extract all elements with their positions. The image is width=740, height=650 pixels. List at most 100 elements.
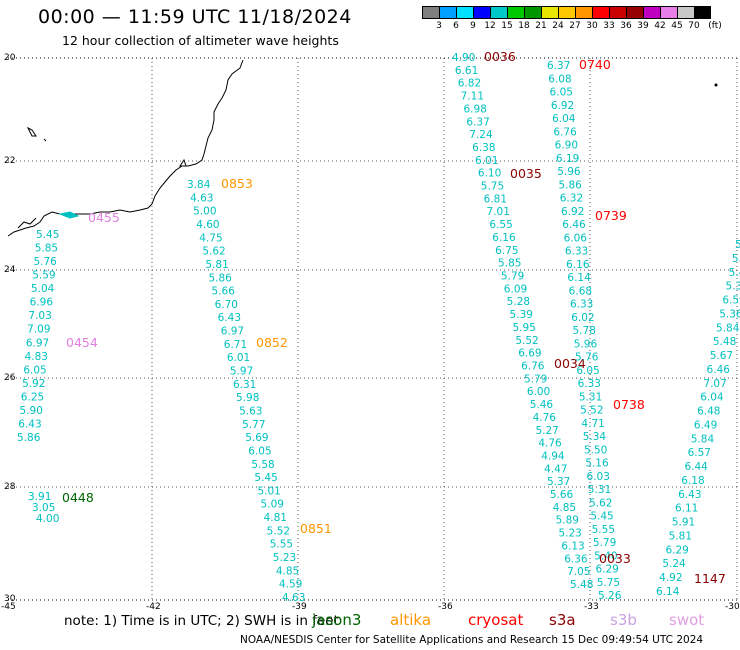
- wave-height-value: 6.75: [495, 245, 518, 257]
- wave-height-value: 6.19: [556, 153, 579, 165]
- lon-label-33: -33: [584, 602, 599, 612]
- pass-time-label: 1147: [694, 571, 726, 586]
- mission-cryosat: cryosat: [468, 611, 524, 629]
- wave-height-value: 5.45: [254, 472, 277, 484]
- pass-time-label: 0036: [484, 49, 516, 64]
- wave-height-value: 6.09: [504, 283, 527, 295]
- pass-time-label: 0454: [66, 335, 98, 350]
- lat-label-28: 28: [4, 482, 16, 492]
- wave-height-value: 6.43: [218, 312, 241, 324]
- color-swatch: [422, 6, 439, 19]
- wave-height-value: 4.59: [279, 579, 302, 591]
- wave-height-value: 6.57: [688, 447, 711, 459]
- wave-height-value: 5.37: [547, 476, 570, 488]
- color-legend-label: 6: [453, 21, 459, 31]
- wave-height-value: 6.16: [492, 232, 516, 244]
- wave-height-value: 6.05: [248, 445, 271, 457]
- color-swatch: [490, 6, 507, 19]
- color-legend-label: 15: [501, 21, 513, 31]
- wave-height-value: 5.62: [202, 246, 225, 258]
- wave-height-value: 5.78: [573, 325, 596, 337]
- wave-height-value: 6.11: [675, 503, 698, 515]
- wave-height-value: 5.45: [590, 511, 613, 523]
- color-swatch: [677, 6, 694, 19]
- lat-label-26: 26: [4, 373, 16, 383]
- wave-height-value: 6.76: [521, 360, 545, 372]
- wave-height-value: 4.76: [533, 412, 557, 424]
- lat-label-20: 20: [4, 53, 16, 63]
- wave-height-value: 5.86: [208, 272, 232, 284]
- wave-height-value: 4.63: [282, 592, 305, 604]
- wave-height-value: 6.14: [567, 272, 591, 284]
- wave-height-value: 5.85: [498, 258, 521, 270]
- wave-height-value: 6.13: [561, 540, 584, 552]
- wave-height-value: 5.75: [481, 181, 504, 193]
- wave-height-value: 6.18: [681, 475, 704, 487]
- color-swatch: [643, 6, 660, 19]
- wave-height-value: 6.03: [587, 471, 610, 483]
- pass-time-label: 0448: [62, 490, 94, 505]
- wave-height-value: 5.09: [261, 499, 284, 511]
- wave-height-value: 6.32: [560, 193, 583, 205]
- map-frame: [8, 57, 737, 601]
- wave-height-value: 5.81: [669, 530, 692, 542]
- wave-height-value: 4.85: [276, 565, 299, 577]
- wave-height-value: 4.83: [25, 351, 48, 363]
- wave-height-value: 6.70: [215, 299, 238, 311]
- lon-label-39: -39: [292, 602, 307, 612]
- note-text: note: 1) Time is in UTC; 2) SWH is in fe…: [64, 613, 339, 629]
- wave-height-value: 5.90: [20, 405, 43, 417]
- wave-height-value: 6.33: [565, 246, 588, 258]
- wave-height-value: 5.62: [589, 497, 612, 509]
- color-legend-label: 45: [671, 21, 683, 31]
- pass-time-label: 0034: [554, 356, 586, 371]
- wave-height-value: 4.85: [553, 502, 576, 514]
- wave-height-value: 5.84: [716, 322, 740, 334]
- wave-height-value: 3.05: [32, 502, 55, 514]
- wave-height-value: 7.05: [567, 566, 590, 578]
- wave-height-value: 5.50: [584, 444, 607, 456]
- wave-height-value: 5.58: [251, 459, 274, 471]
- wave-height-value: 5.24: [662, 558, 686, 570]
- pass-time-label: 0035: [510, 166, 542, 181]
- coastline: [7, 59, 244, 237]
- wave-height-value: 3.84: [187, 179, 211, 191]
- wave-height-value: 5.31: [588, 484, 611, 496]
- wave-height-value: 5.91: [672, 517, 695, 529]
- color-swatch: [694, 6, 711, 19]
- wave-height-value: 7.09: [27, 324, 50, 336]
- wave-height-value: 6.97: [26, 337, 49, 349]
- color-legend-labels: 3 6 9 12 15 18 21 24 27 30 33 36 39 42 45 70 (ft): [422, 21, 740, 33]
- wave-height-value: 5.85: [35, 243, 58, 255]
- color-legend-label: 30: [586, 21, 598, 31]
- pass-time-label: 0740: [579, 57, 611, 72]
- wave-height-value: 5.97: [230, 366, 253, 378]
- wave-height-value: 6.14: [656, 586, 680, 598]
- wave-height-value: 5.55: [270, 539, 293, 551]
- wave-height-value: 6.44: [684, 461, 708, 473]
- color-legend-label: (ft): [708, 21, 722, 31]
- pass-time-label: 0852: [256, 335, 288, 350]
- wave-height-value: 5.45: [36, 229, 59, 241]
- wave-height-value: 5.52: [515, 335, 538, 347]
- wave-height-value: 5.92: [22, 378, 45, 390]
- wave-height-value: 6.29: [595, 564, 618, 576]
- wave-height-value: 6.49: [694, 419, 717, 431]
- wave-height-value: 7.07: [703, 378, 726, 390]
- color-swatch: [473, 6, 490, 19]
- wave-height-value: 6.01: [475, 155, 498, 167]
- color-swatch: [507, 6, 524, 19]
- satellite-tracks: 5.455.855.765.595.046.967.037.096.974.83…: [17, 49, 740, 604]
- pass-time-label: 0033: [599, 551, 631, 566]
- wave-height-value: 6.98: [464, 103, 487, 115]
- wave-height-value: 5.63: [239, 405, 262, 417]
- lat-label-24: 24: [4, 265, 16, 275]
- wave-height-value: 6.37: [466, 116, 489, 128]
- wave-height-value: 5.76: [575, 352, 599, 364]
- wave-height-value: 6.38: [472, 142, 495, 154]
- wave-height-value: 6.01: [227, 352, 250, 364]
- wave-height-value: 5.04: [31, 283, 55, 295]
- lon-label-30: -30: [725, 602, 740, 612]
- wave-height-value: 6.10: [478, 168, 501, 180]
- wave-height-value: 5.79: [501, 271, 524, 283]
